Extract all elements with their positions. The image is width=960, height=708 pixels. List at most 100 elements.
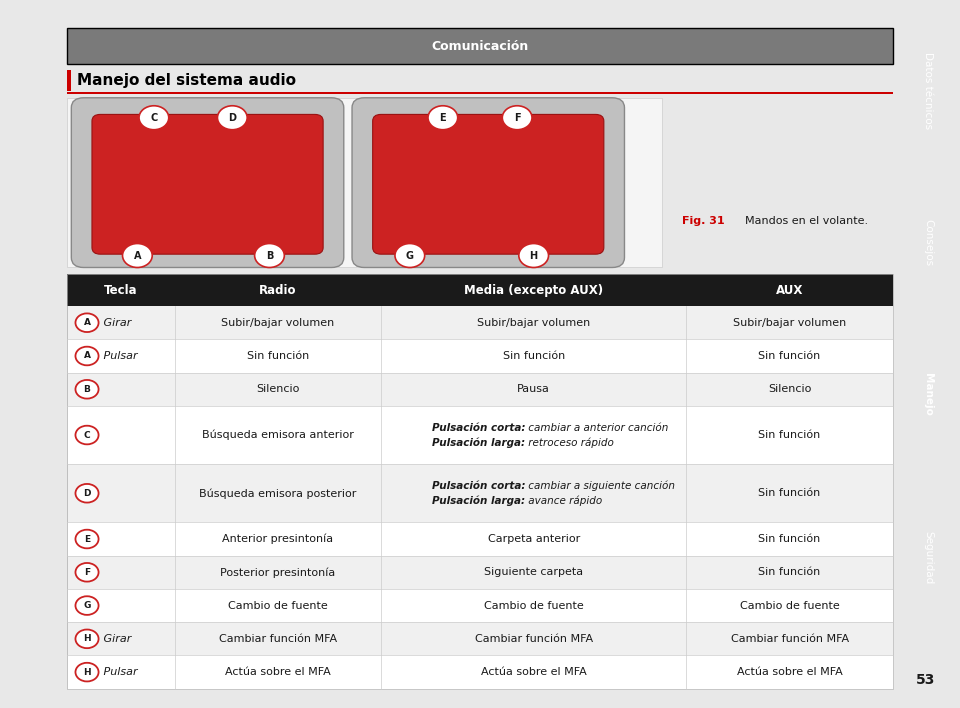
Bar [67, 622, 893, 656]
Circle shape [76, 314, 99, 332]
Text: Cambiar función MFA: Cambiar función MFA [474, 634, 592, 644]
Circle shape [76, 530, 99, 548]
Text: Actúa sobre el MFA: Actúa sobre el MFA [736, 667, 843, 677]
Text: E: E [440, 113, 446, 122]
Text: Sin función: Sin función [502, 351, 564, 361]
Text: E: E [84, 535, 90, 544]
Text: G: G [406, 251, 414, 261]
FancyBboxPatch shape [352, 98, 624, 268]
Bar [67, 589, 893, 622]
Circle shape [76, 629, 99, 648]
Text: A: A [84, 318, 90, 327]
Text: C: C [151, 113, 157, 122]
Circle shape [76, 347, 99, 365]
Text: A: A [84, 351, 90, 360]
Text: Consejos: Consejos [924, 219, 933, 266]
Text: Búsqueda emisora posterior: Búsqueda emisora posterior [199, 488, 356, 498]
Text: Cambiar función MFA: Cambiar función MFA [731, 634, 849, 644]
Text: Manejo: Manejo [924, 373, 933, 416]
Text: Manejo del sistema audio: Manejo del sistema audio [77, 73, 296, 88]
Text: Búsqueda emisora anterior: Búsqueda emisora anterior [202, 430, 353, 440]
Bar [67, 70, 70, 91]
Text: Sin función: Sin función [758, 430, 821, 440]
Circle shape [76, 380, 99, 399]
Text: Sin función: Sin función [758, 534, 821, 544]
Circle shape [123, 244, 153, 268]
Text: G: G [84, 601, 90, 610]
Circle shape [395, 244, 424, 268]
Circle shape [254, 244, 284, 268]
Circle shape [76, 426, 99, 445]
Text: Subir/bajar volumen: Subir/bajar volumen [733, 318, 846, 328]
Text: Pulsación corta:: Pulsación corta: [432, 481, 525, 491]
Text: Fig. 31: Fig. 31 [683, 216, 725, 226]
Bar [67, 464, 893, 523]
Text: Subir/bajar volumen: Subir/bajar volumen [221, 318, 334, 328]
Text: Pulsación larga:: Pulsación larga: [432, 437, 525, 447]
Text: F: F [84, 568, 90, 577]
Text: Subir/bajar volumen: Subir/bajar volumen [477, 318, 590, 328]
Bar [67, 406, 893, 464]
Text: Girar: Girar [100, 318, 132, 328]
Bar [67, 523, 893, 556]
Text: F: F [514, 113, 520, 122]
Circle shape [428, 105, 458, 130]
Text: Sin función: Sin función [758, 489, 821, 498]
Bar [67, 339, 893, 372]
Text: Sin función: Sin función [758, 567, 821, 577]
FancyBboxPatch shape [372, 115, 604, 254]
Text: avance rápido: avance rápido [525, 496, 603, 506]
Bar [67, 656, 893, 689]
Circle shape [76, 663, 99, 681]
Text: A: A [133, 251, 141, 261]
Text: B: B [266, 251, 274, 261]
Text: Silencio: Silencio [256, 384, 300, 394]
Text: D: D [84, 489, 91, 498]
Text: Actúa sobre el MFA: Actúa sobre el MFA [225, 667, 330, 677]
Text: C: C [84, 430, 90, 440]
Text: Pulsar: Pulsar [100, 351, 138, 361]
Circle shape [518, 244, 548, 268]
Text: Cambio de fuente: Cambio de fuente [740, 600, 839, 610]
Text: H: H [84, 668, 91, 677]
Circle shape [76, 596, 99, 615]
Text: AUX: AUX [776, 284, 804, 297]
Bar [67, 556, 893, 589]
Text: Carpeta anterior: Carpeta anterior [488, 534, 580, 544]
Text: Pulsación corta:: Pulsación corta: [432, 423, 525, 433]
Circle shape [76, 484, 99, 503]
Bar [67, 306, 893, 339]
Text: Silencio: Silencio [768, 384, 811, 394]
Text: Mandos en el volante.: Mandos en el volante. [738, 216, 869, 226]
Text: Posterior presintonía: Posterior presintonía [220, 567, 335, 578]
Text: Sin función: Sin función [247, 351, 309, 361]
Text: retroceso rápido: retroceso rápido [525, 437, 614, 447]
Text: Cambio de fuente: Cambio de fuente [484, 600, 584, 610]
Text: Sin función: Sin función [758, 351, 821, 361]
Text: Cambio de fuente: Cambio de fuente [228, 600, 327, 610]
Text: B: B [84, 384, 90, 394]
Circle shape [76, 563, 99, 581]
Bar [67, 274, 893, 689]
Text: Anterior presintonía: Anterior presintonía [222, 534, 333, 544]
Text: Comunicación: Comunicación [431, 40, 529, 52]
Text: Pausa: Pausa [517, 384, 550, 394]
Circle shape [218, 105, 247, 130]
Text: Seguridad: Seguridad [924, 531, 933, 584]
Text: Actúa sobre el MFA: Actúa sobre el MFA [481, 667, 587, 677]
Text: 53: 53 [916, 673, 935, 687]
Text: Datos técnicos: Datos técnicos [924, 52, 933, 129]
Text: Radio: Radio [259, 284, 297, 297]
Text: Pulsación larga:: Pulsación larga: [432, 496, 525, 506]
Text: D: D [228, 113, 236, 122]
Bar [67, 372, 893, 406]
Text: cambiar a anterior canción: cambiar a anterior canción [525, 423, 669, 433]
FancyBboxPatch shape [92, 115, 324, 254]
Bar [67, 274, 893, 306]
Text: Media (excepto AUX): Media (excepto AUX) [464, 284, 603, 297]
Text: H: H [530, 251, 538, 261]
Text: Pulsar: Pulsar [100, 667, 138, 677]
FancyBboxPatch shape [67, 28, 893, 64]
Circle shape [502, 105, 532, 130]
Text: Tecla: Tecla [104, 284, 137, 297]
